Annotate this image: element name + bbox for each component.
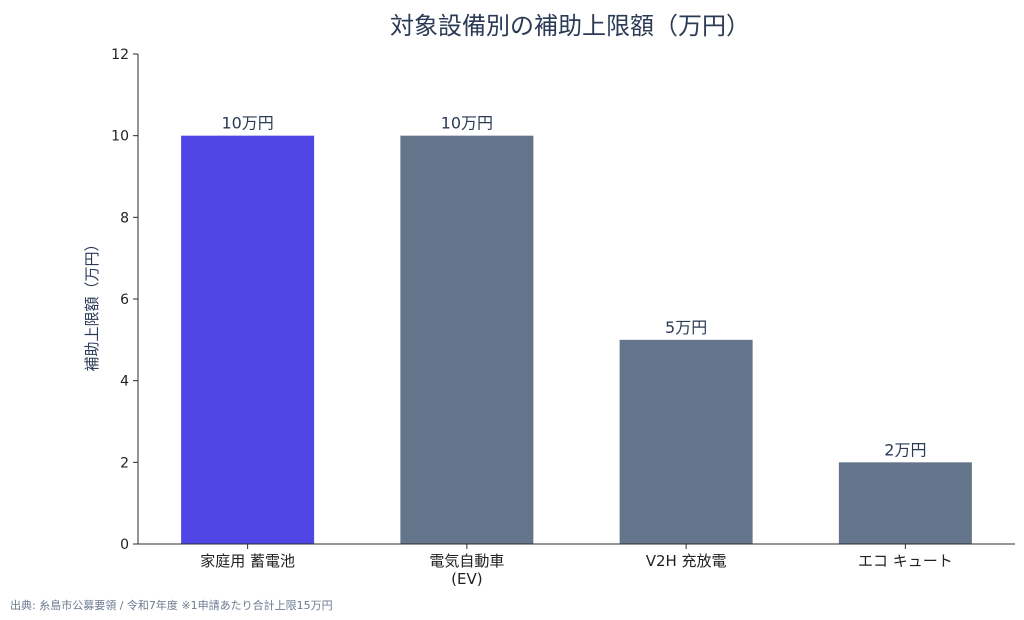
bar (181, 135, 315, 544)
x-axis: 家庭用 蓄電池 電気自動車(EV) V2H 充放電 エコ キュート (138, 543, 1015, 588)
bar (619, 339, 753, 544)
y-tick-label: 4 (120, 374, 129, 390)
y-tick-label: 10 (111, 129, 129, 145)
y-tick-label: 8 (120, 210, 129, 226)
chart-title: 対象設備別の補助上限額（万円） (390, 12, 750, 40)
x-tick-label: V2H 充放電 (646, 552, 727, 570)
source-note: 出典: 糸島市公募要領 / 令和7年度 ※1申請あたり合計上限15万円 (10, 599, 333, 612)
data-label: 2万円 (884, 440, 926, 459)
x-tick-label: 家庭用 蓄電池 (200, 552, 295, 570)
y-tick-label: 12 (111, 47, 129, 63)
data-label: 10万円 (441, 114, 493, 133)
y-tick-label: 6 (120, 292, 129, 308)
x-tick-label: 電気自動車(EV) (429, 552, 504, 588)
bar (400, 135, 534, 544)
y-tick-label: 0 (120, 537, 129, 553)
y-axis-label: 補助上限額（万円） (83, 236, 101, 371)
x-tick-label: エコ キュート (858, 552, 953, 570)
data-label: 10万円 (221, 114, 273, 133)
data-label: 5万円 (665, 318, 707, 337)
bar (838, 462, 972, 544)
bars (181, 135, 972, 544)
data-labels: 10万円 10万円 5万円 2万円 (221, 114, 926, 460)
y-tick-label: 2 (120, 455, 129, 471)
y-axis: 0 2 4 6 8 10 12 (111, 47, 139, 553)
